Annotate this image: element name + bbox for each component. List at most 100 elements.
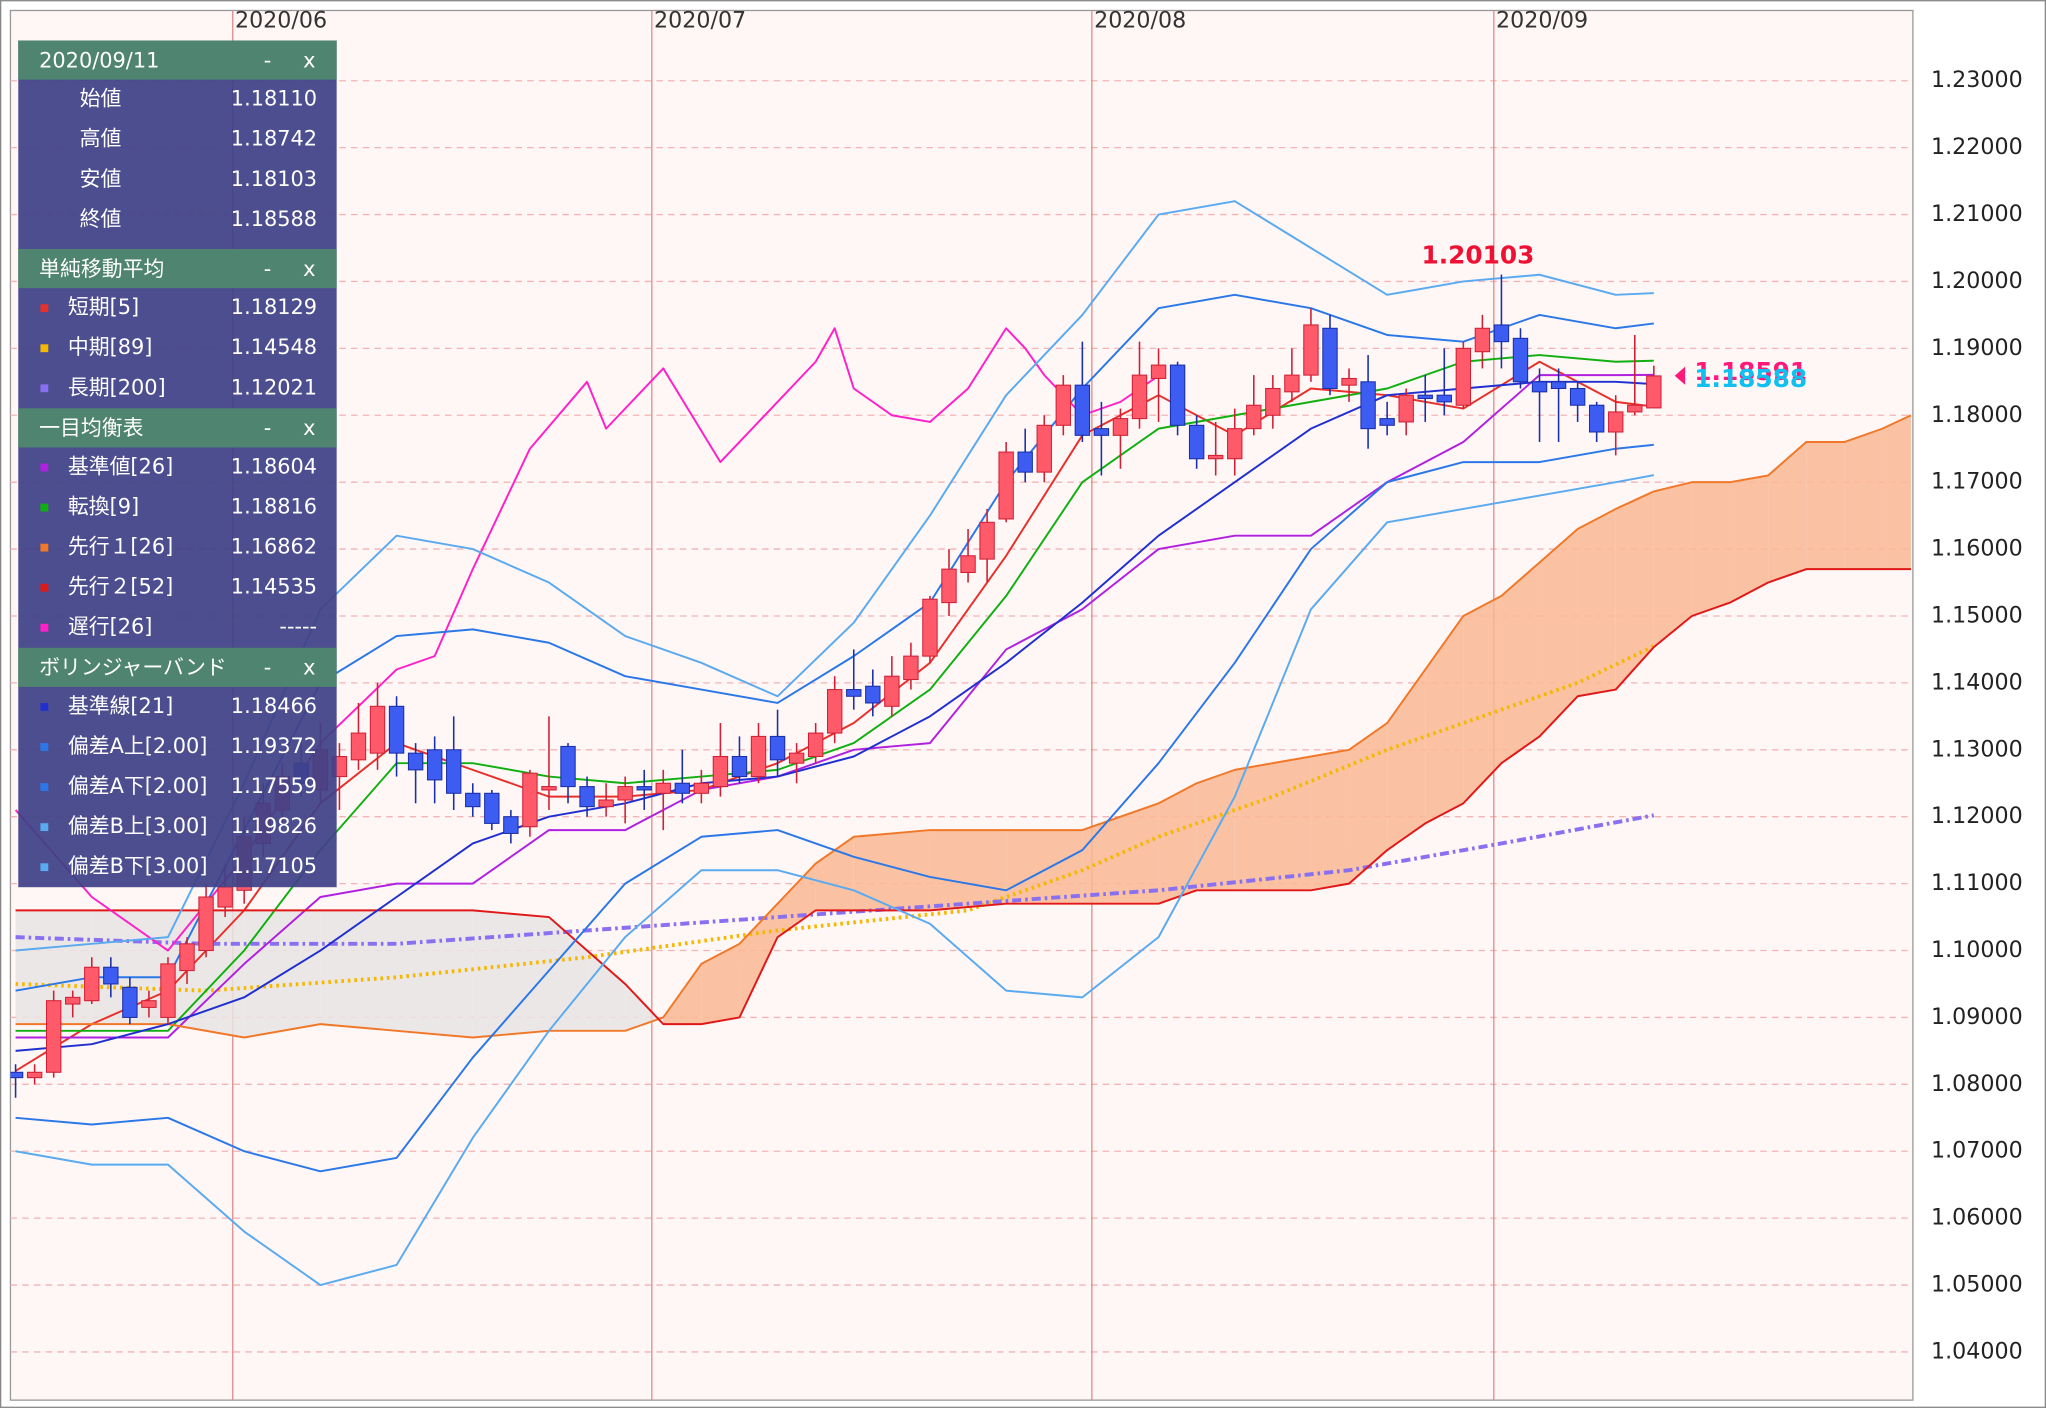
cloud-fill [625,983,664,1031]
legend-label: 先行２[52] [68,575,173,599]
candle-body [865,685,881,704]
legend-value: 1.18129 [231,295,317,319]
legend-label: 基準線[21] [68,694,173,718]
ohlc-value: 1.18103 [231,167,317,191]
legend-value: 1.17105 [231,854,317,878]
candle-body [750,735,767,778]
legend-value: 1.14548 [231,335,317,359]
cloud-fill [1730,475,1769,603]
y-tick-label: 1.16000 [1931,536,2023,562]
ohlc-label: 高値 [80,127,122,151]
panel-title: ボリンジャーバンド [39,656,227,680]
candle-body [1265,387,1281,416]
cloud-fill [472,910,549,1038]
legend-label: 先行１[26] [68,535,173,559]
x-tick-label: 2020/08 [1094,7,1186,33]
candle-body [426,749,443,781]
y-tick-label: 1.05000 [1931,1272,2023,1298]
y-tick-label: 1.13000 [1931,736,2023,762]
legend-value: 1.14535 [231,575,317,599]
candle-body [1017,451,1033,473]
ohlc-label: 安値 [80,167,122,191]
cloud-fill [1768,442,1807,583]
cloud-fill [929,830,1007,911]
candle-body [350,732,367,761]
candle-body [103,966,119,985]
y-tick-label: 1.12000 [1931,803,2023,829]
cloud-fill [1577,508,1616,697]
panel-minimize[interactable]: - [264,416,272,440]
panel-minimize[interactable]: - [264,48,272,72]
candle-body [655,782,671,794]
y-tick-label: 1.19000 [1931,335,2023,361]
cloud-fill [1806,442,1845,570]
candle-body [45,1000,62,1073]
cloud-fill [1234,756,1311,891]
panel-close[interactable]: x [303,656,315,680]
candle-body [1455,347,1472,406]
y-tick-label: 1.14000 [1931,669,2023,695]
candle-body [122,986,138,1018]
ohlc-value: 1.18110 [231,87,317,111]
candle-body [1055,384,1071,426]
legend-swatch [40,463,49,472]
panel-background [18,40,337,888]
legend-value: 1.18604 [231,454,317,478]
candle-body [693,782,710,794]
candle-body [388,705,405,754]
candle-body [617,786,633,801]
cloud-fill [1349,723,1388,884]
legend-swatch [40,863,49,872]
legend-label: 偏差A上[2.00] [68,734,208,758]
price-marker [1674,366,1686,385]
cloud-fill [1844,428,1883,570]
ohlc-label: 終値 [80,207,122,231]
y-tick-label: 1.07000 [1931,1138,2023,1164]
candle-body [1436,394,1452,403]
legend-value: 1.18816 [231,495,317,519]
panel-close[interactable]: x [303,48,315,72]
cloud-fill [815,836,854,911]
candle-body [84,966,100,1002]
y-tick-label: 1.06000 [1931,1205,2023,1231]
cloud-fill [1387,669,1426,851]
y-tick-label: 1.18000 [1931,402,2023,428]
candle-body [1474,327,1491,353]
candle-body [1150,364,1167,379]
y-tick-label: 1.23000 [1931,67,2023,93]
legend-label: 偏差B下[3.00] [68,854,208,878]
candle-body [788,752,805,764]
info-panel: 2020/09/11 - x 始値 1.18110 高値 1.18742 安値 1.18103 終… [18,40,337,888]
panel-minimize[interactable]: - [264,656,272,680]
cloud-fill [853,830,930,911]
candle-body [1646,375,1662,409]
price-label: 1.18588 [1694,364,1807,393]
candle-body [1360,381,1376,430]
cloud-fill [1006,830,1083,904]
candle-body [979,521,995,560]
candle-body [1207,454,1224,460]
panel-close[interactable]: x [303,257,315,281]
panel-close[interactable]: x [303,416,315,440]
candle-body [903,655,919,681]
candle-body [922,598,938,657]
y-tick-label: 1.15000 [1931,602,2023,628]
legend-value: ----- [279,615,317,639]
legend-value: 1.18466 [231,694,317,718]
legend-swatch [40,703,49,711]
cloud-fill [1539,529,1578,737]
ohlc-value: 1.18742 [231,127,317,151]
cloud-fill [1158,783,1197,904]
candle-body [1093,428,1110,436]
legend-value: 1.19826 [231,814,317,838]
cloud-fill [320,910,397,1031]
panel-minimize[interactable]: - [264,257,272,281]
ohlc-label: 始値 [80,87,122,111]
candle-body [1169,364,1186,426]
candle-body [160,963,176,1018]
legend-swatch [40,623,49,632]
candle-body [807,732,824,758]
candle-body [141,1000,157,1008]
